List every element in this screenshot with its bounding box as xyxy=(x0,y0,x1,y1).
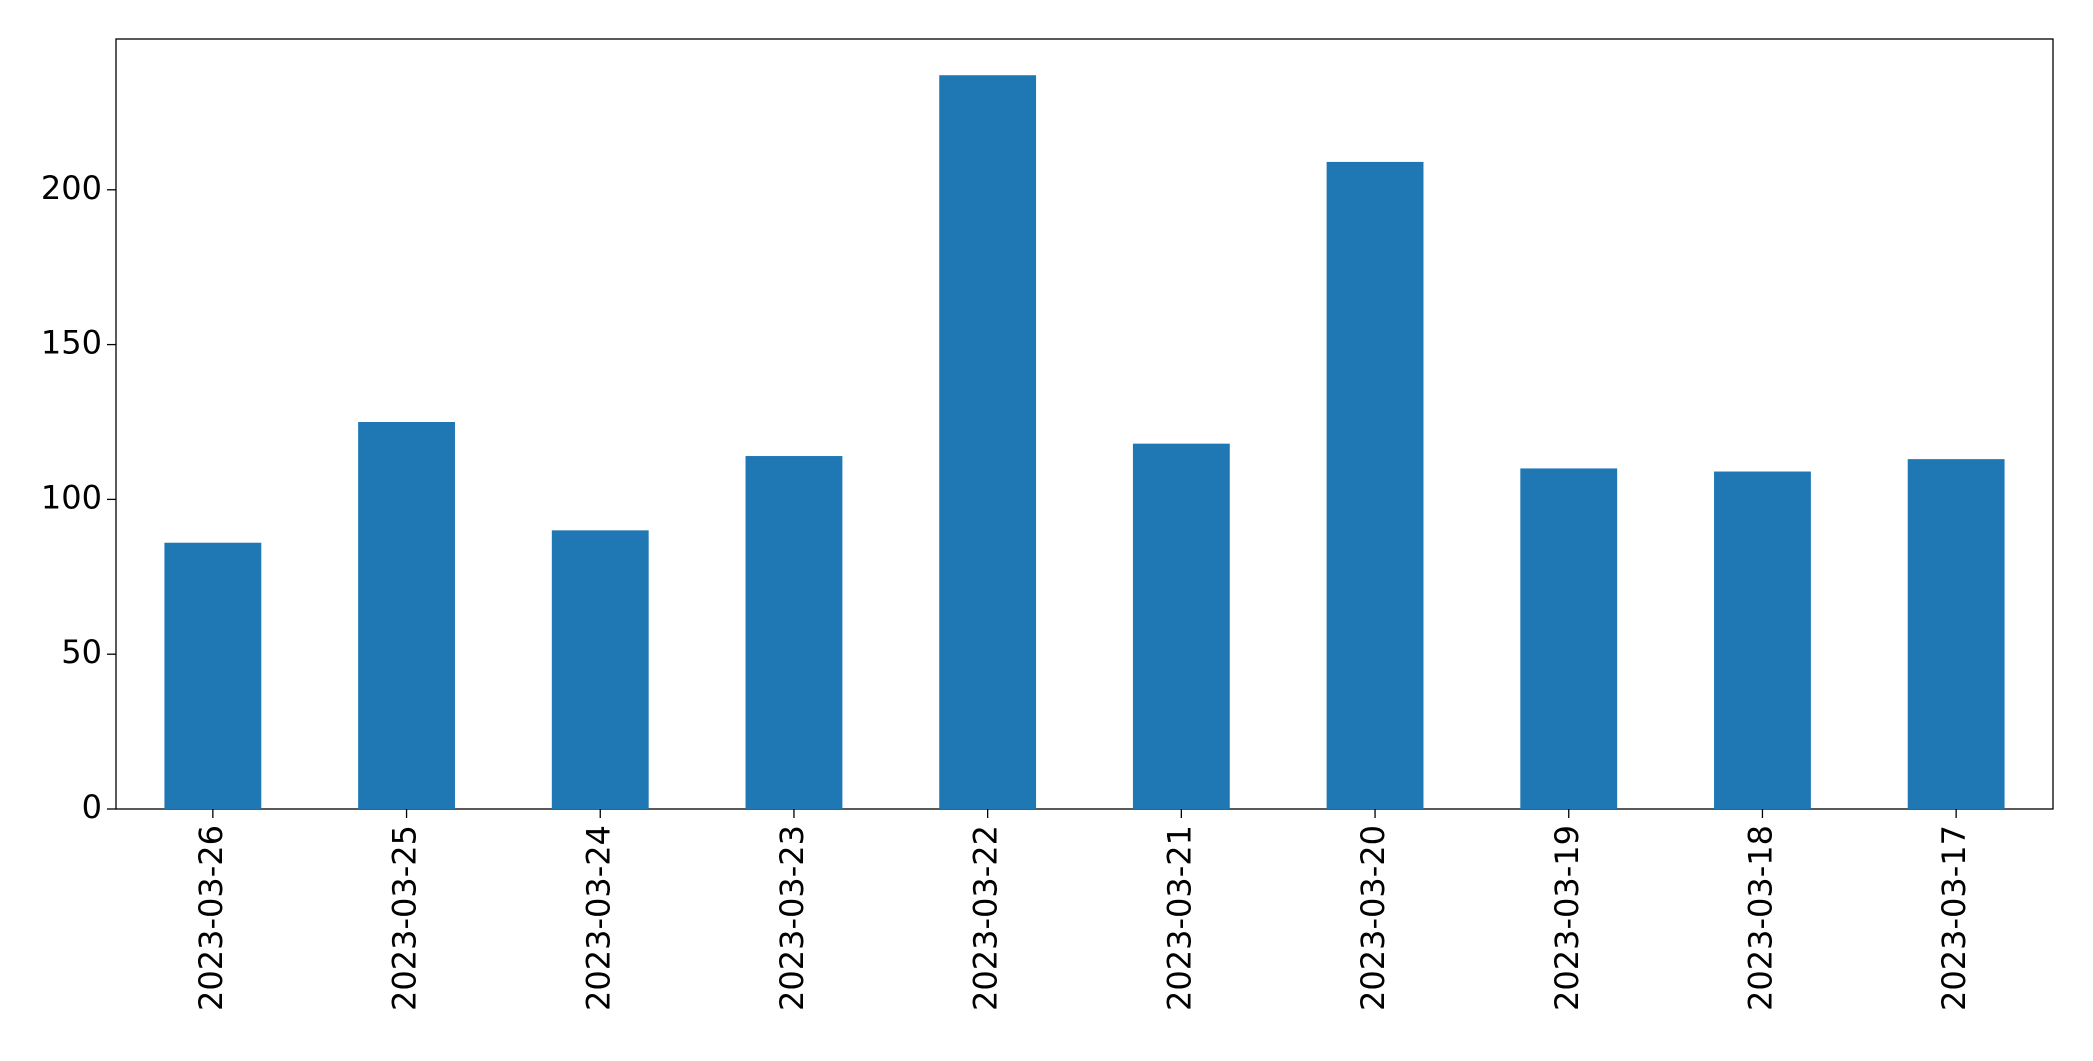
y-tick-label: 150 xyxy=(41,324,102,362)
x-tick-label: 2023-03-24 xyxy=(579,825,617,1011)
y-tick-label: 0 xyxy=(82,788,102,826)
bar xyxy=(164,542,262,809)
bar xyxy=(939,75,1037,809)
x-tick-label: 2023-03-23 xyxy=(773,825,811,1011)
bar xyxy=(1714,471,1811,809)
y-tick-label: 200 xyxy=(41,169,102,207)
y-tick-label: 50 xyxy=(61,633,102,671)
bar xyxy=(745,456,843,809)
x-tick-label: 2023-03-18 xyxy=(1741,825,1779,1011)
bar xyxy=(1907,459,2005,809)
y-tick-label: 100 xyxy=(41,478,102,516)
x-tick-label: 2023-03-20 xyxy=(1354,825,1392,1011)
plot-frame xyxy=(115,38,2054,810)
x-tick-label: 2023-03-17 xyxy=(1935,825,1973,1011)
bar xyxy=(1520,468,1618,809)
bar xyxy=(1132,443,1230,809)
bar xyxy=(358,421,455,809)
x-tick-label: 2023-03-21 xyxy=(1160,825,1198,1011)
bar xyxy=(551,530,649,809)
bar xyxy=(1326,161,1424,809)
x-tick-label: 2023-03-25 xyxy=(386,825,424,1011)
x-tick-label: 2023-03-19 xyxy=(1548,825,1586,1011)
x-tick-label: 2023-03-22 xyxy=(967,825,1005,1011)
x-tick-label: 2023-03-26 xyxy=(192,825,230,1011)
